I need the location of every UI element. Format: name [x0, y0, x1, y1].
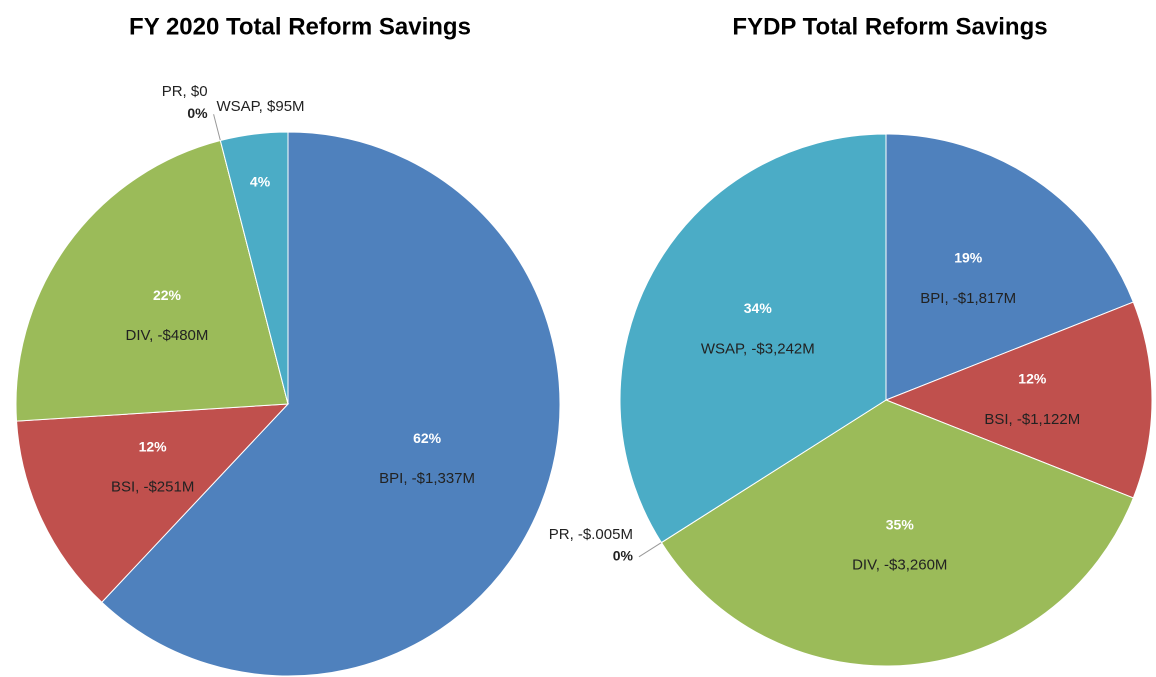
pct-label: 62%	[413, 430, 442, 446]
pct-label: 12%	[1018, 371, 1047, 387]
slice-label: PR, -$.005M	[549, 526, 633, 543]
pie-slice	[101, 131, 561, 677]
slice-label: DIV, -$3,260M	[852, 557, 947, 574]
slice-label: BPI, -$1,337M	[379, 470, 475, 487]
pct-label: 12%	[139, 438, 168, 454]
slice-label: BSI, -$1,122M	[984, 411, 1080, 428]
pie-slice	[885, 133, 1134, 401]
pct-label: 22%	[153, 287, 182, 303]
pie-slice	[16, 403, 290, 603]
pie-slice	[15, 139, 289, 422]
pie-slice	[619, 133, 887, 544]
leader-line	[213, 114, 221, 141]
pie-slice	[219, 131, 289, 405]
pie-slice	[884, 301, 1153, 499]
pct-label: 35%	[886, 516, 915, 532]
slice-label: WSAP, $95M	[216, 98, 304, 115]
slice-label: PR, $0	[162, 83, 208, 100]
chart-title: FY 2020 Total Reform Savings	[129, 13, 471, 40]
pct-label: 0%	[613, 547, 634, 563]
slice-label: WSAP, -$3,242M	[701, 340, 815, 357]
slice-label: BSI, -$251M	[111, 479, 194, 496]
pct-label: 0%	[187, 105, 208, 121]
slice-label: DIV, -$480M	[126, 327, 209, 344]
leader-line	[638, 542, 662, 558]
pie-slice	[660, 399, 1134, 667]
pct-label: 19%	[954, 250, 983, 266]
pct-label: 4%	[250, 173, 271, 189]
pct-label: 34%	[744, 300, 773, 316]
chart-title: FYDP Total Reform Savings	[732, 13, 1047, 40]
slice-label: BPI, -$1,817M	[920, 290, 1016, 307]
